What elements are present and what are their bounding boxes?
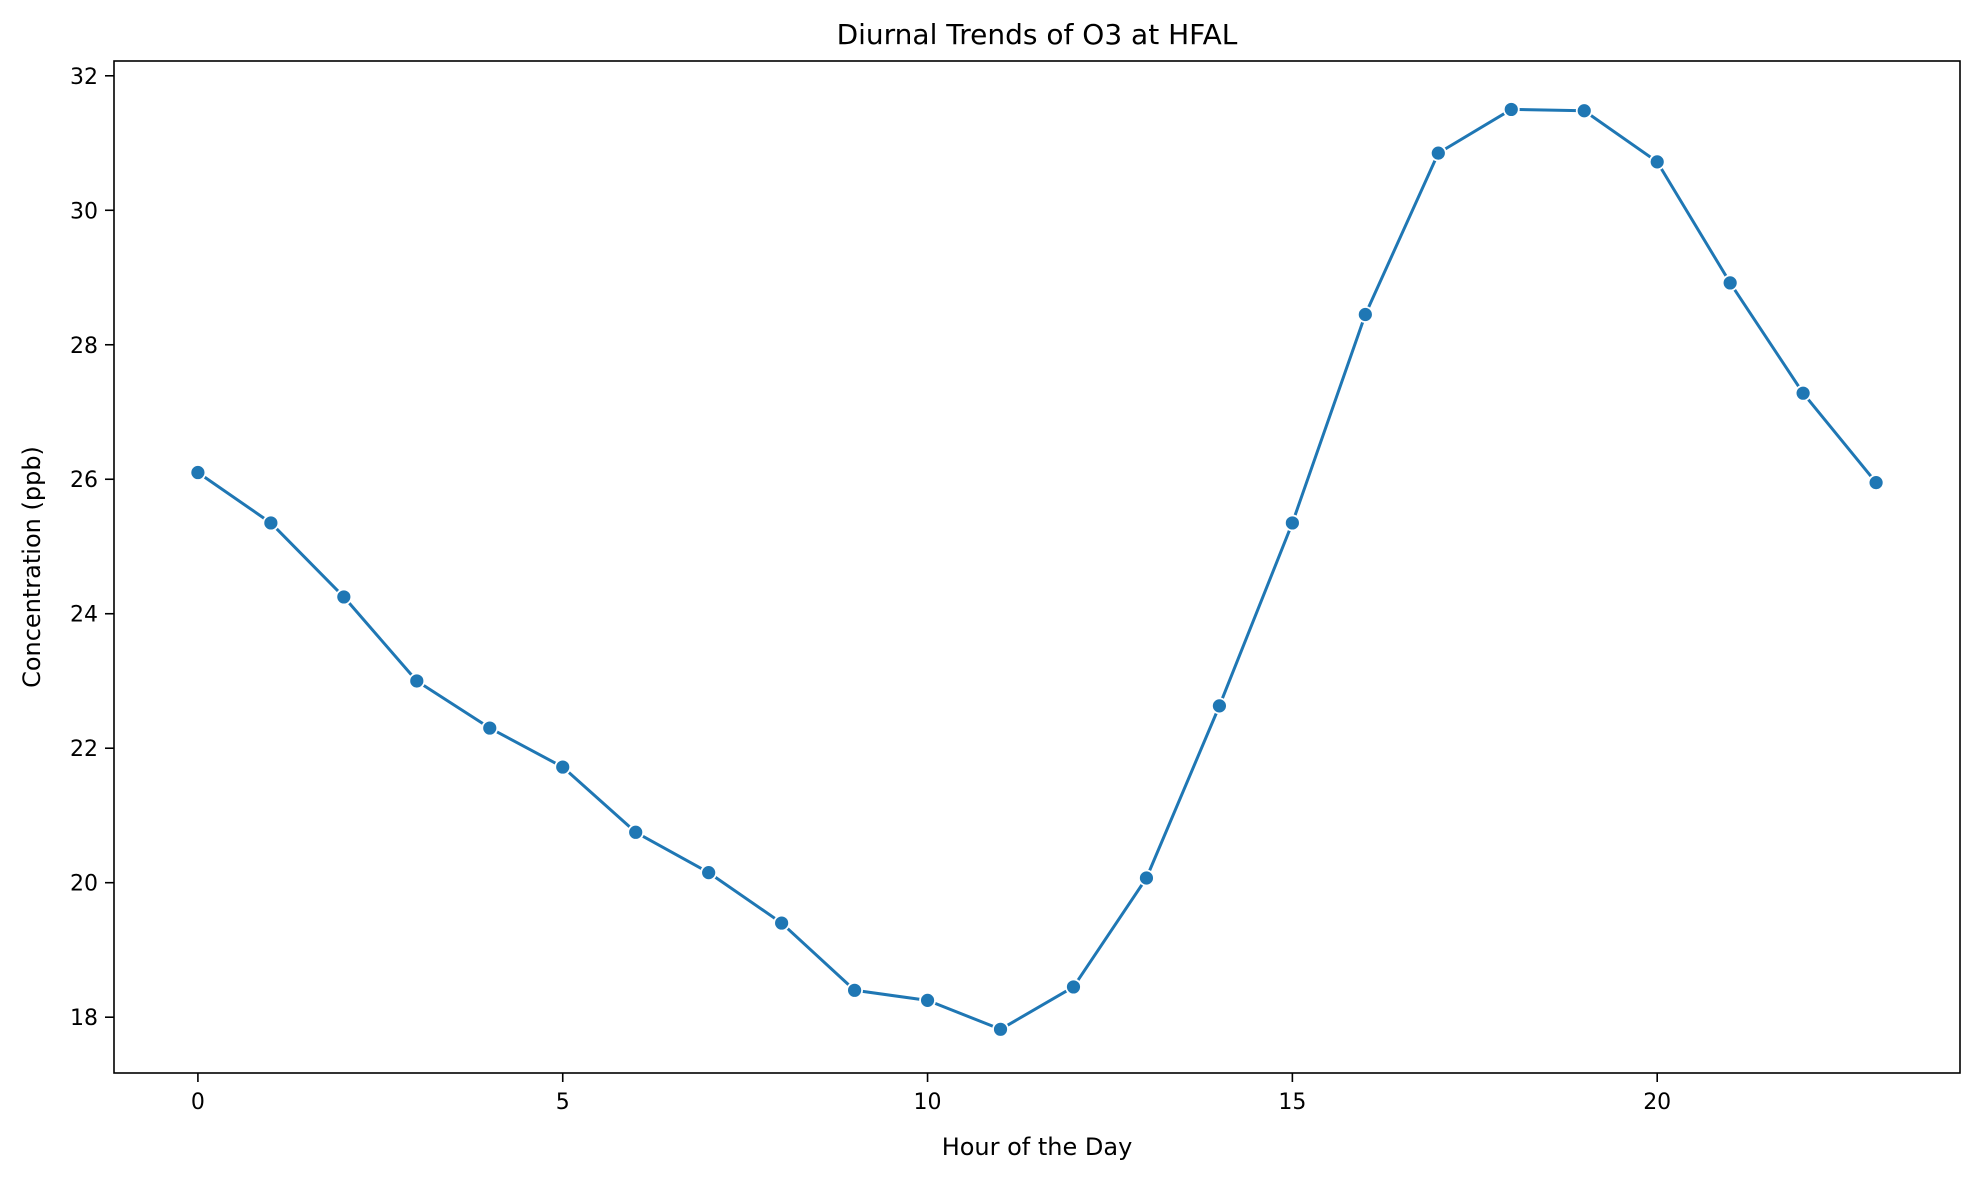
- data-point: [1065, 978, 1082, 996]
- data-point: [1794, 384, 1812, 402]
- data-point: [1429, 144, 1447, 162]
- data-point: [700, 864, 718, 882]
- x-axis: 0 5 10 15 20: [191, 1073, 1671, 1115]
- y-tick-label: 28: [70, 334, 98, 359]
- series-line: [196, 107, 1878, 1031]
- data-point: [1867, 474, 1885, 492]
- data-point: [554, 758, 572, 776]
- series-layer: [189, 101, 1885, 1038]
- y-tick-label: 24: [70, 603, 98, 628]
- data-point: [773, 914, 791, 932]
- data-point: [262, 514, 280, 532]
- y-tick-label: 30: [70, 199, 98, 224]
- data-point: [919, 991, 936, 1009]
- y-tick-label: 26: [70, 468, 98, 493]
- data-point: [1575, 102, 1593, 120]
- x-tick-label: 10: [914, 1090, 942, 1115]
- data-point: [1138, 869, 1155, 887]
- x-axis-label: Hour of the Day: [942, 1133, 1133, 1161]
- chart-title: Diurnal Trends of O3 at HFAL: [837, 18, 1238, 51]
- x-tick-label: 15: [1278, 1090, 1306, 1115]
- x-tick-label: 0: [191, 1090, 205, 1115]
- data-point: [1502, 101, 1520, 118]
- data-point: [1648, 153, 1666, 171]
- data-point: [189, 464, 207, 481]
- data-point: [846, 981, 863, 999]
- data-point: [1283, 514, 1301, 532]
- y-axis-label: Concentration (ppb): [18, 446, 46, 688]
- y-tick-label: 22: [70, 737, 98, 762]
- data-point: [335, 588, 353, 606]
- y-tick-label: 18: [70, 1006, 98, 1031]
- data-point: [627, 823, 645, 841]
- data-point: [408, 672, 426, 690]
- plot-area: [113, 60, 1961, 1074]
- y-tick-label: 32: [70, 65, 98, 90]
- y-tick-label: 20: [70, 872, 98, 897]
- data-point: [992, 1020, 1009, 1038]
- data-point: [481, 719, 499, 737]
- data-point: [1721, 274, 1739, 292]
- data-point: [1211, 697, 1228, 715]
- x-tick-label: 5: [556, 1090, 570, 1115]
- y-axis: 18 20 22 24 26 28 30 32: [70, 65, 114, 1031]
- x-tick-label: 20: [1643, 1090, 1671, 1115]
- data-point: [1356, 306, 1374, 323]
